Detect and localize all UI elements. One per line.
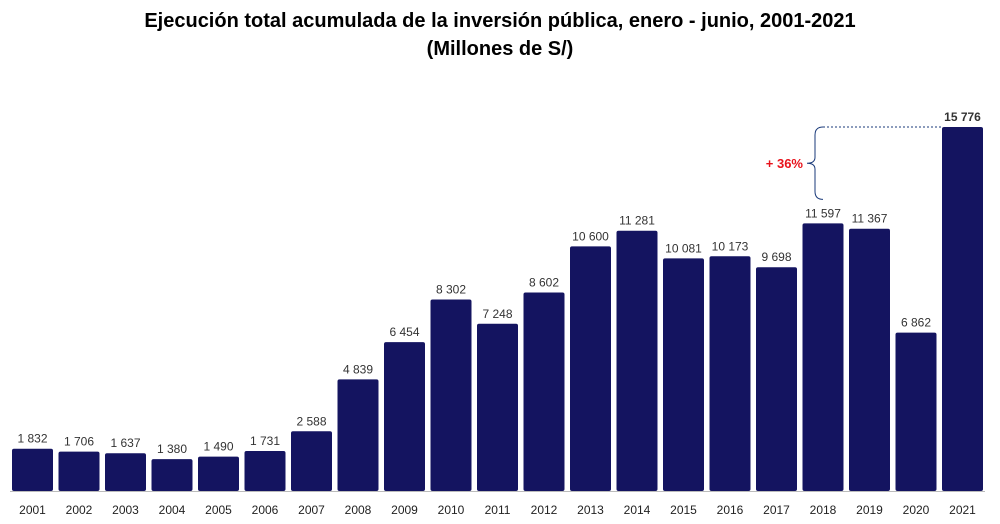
growth-annotation: + 36%: [766, 126, 942, 200]
x-tick-2013: 2013: [577, 503, 604, 517]
x-tick-2011: 2011: [485, 503, 511, 517]
x-tick-2012: 2012: [531, 503, 558, 517]
chart-title: Ejecución total acumulada de la inversió…: [144, 10, 856, 32]
x-tick-2008: 2008: [345, 503, 372, 517]
bar-2014: [616, 230, 658, 491]
value-label-2009: 6 454: [389, 325, 419, 339]
x-tick-2003: 2003: [112, 503, 139, 517]
value-label-2021: 15 776: [944, 110, 981, 124]
value-label-2001: 1 832: [17, 432, 47, 446]
bar-2021: [942, 127, 983, 491]
x-tick-2010: 2010: [438, 503, 465, 517]
value-label-2016: 10 173: [712, 239, 749, 253]
bar-2006: [244, 451, 286, 491]
value-label-2011: 7 248: [482, 307, 512, 321]
x-tick-2018: 2018: [810, 503, 837, 517]
x-tick-2020: 2020: [903, 503, 930, 517]
x-tick-2006: 2006: [252, 503, 279, 517]
x-tick-2007: 2007: [298, 503, 325, 517]
x-tick-2014: 2014: [624, 503, 651, 517]
value-label-2019: 11 367: [852, 212, 888, 226]
x-tick-2017: 2017: [763, 503, 790, 517]
bar-2011: [477, 323, 518, 491]
x-tick-2015: 2015: [670, 503, 697, 517]
annotation-bracket: [806, 126, 824, 200]
bar-2007: [291, 431, 332, 491]
value-label-2006: 1 731: [250, 434, 280, 448]
bar-2009: [384, 342, 425, 491]
bar-2013: [570, 246, 611, 491]
value-label-2003: 1 637: [110, 436, 140, 450]
x-tick-2005: 2005: [205, 503, 232, 517]
x-tick-2001: 2001: [19, 503, 46, 517]
value-label-2020: 6 862: [901, 316, 931, 330]
bar-2004: [151, 459, 193, 491]
x-tick-2016: 2016: [717, 503, 744, 517]
x-tick-2021: 2021: [949, 503, 976, 517]
value-label-2002: 1 706: [64, 435, 94, 449]
x-tick-2009: 2009: [391, 503, 418, 517]
bar-2018: [802, 223, 844, 491]
value-label-2004: 1 380: [157, 442, 187, 456]
bar-2015: [663, 258, 704, 491]
value-label-2012: 8 602: [529, 276, 559, 290]
x-tick-2019: 2019: [856, 503, 883, 517]
bar-2003: [105, 453, 146, 491]
value-label-2013: 10 600: [572, 229, 609, 243]
value-label-2014: 11 281: [619, 214, 655, 228]
value-label-2015: 10 081: [665, 241, 702, 255]
bar-2019: [849, 228, 890, 492]
value-label-2008: 4 839: [343, 362, 373, 376]
x-tick-2002: 2002: [66, 503, 93, 517]
annotation-label: + 36%: [766, 156, 804, 171]
bar-2012: [523, 292, 565, 491]
chart-subtitle: (Millones de S/): [426, 38, 574, 60]
bar-2017: [756, 267, 797, 491]
value-labels-group: 1 832 1 706 1 637 1 380 1 490 1 731 2 588 4 839…: [17, 110, 981, 456]
value-label-2010: 8 302: [436, 282, 466, 296]
bar-2005: [198, 456, 239, 491]
bar-2010: [430, 299, 472, 491]
bar-2020: [895, 332, 937, 491]
x-tick-labels-group: 2001 2002 2003 2004 2005 2006 2007 2008 2009 2010…: [19, 503, 976, 517]
bars-group: [12, 127, 983, 492]
bar-2002: [58, 451, 100, 491]
value-label-2017: 9 698: [761, 250, 791, 264]
bar-2001: [12, 448, 53, 491]
bar-2016: [709, 256, 751, 491]
x-tick-2004: 2004: [159, 503, 186, 517]
value-label-2005: 1 490: [203, 440, 233, 454]
value-label-2018: 11 597: [805, 206, 841, 220]
bar-2008: [337, 379, 379, 491]
value-label-2007: 2 588: [296, 414, 326, 428]
